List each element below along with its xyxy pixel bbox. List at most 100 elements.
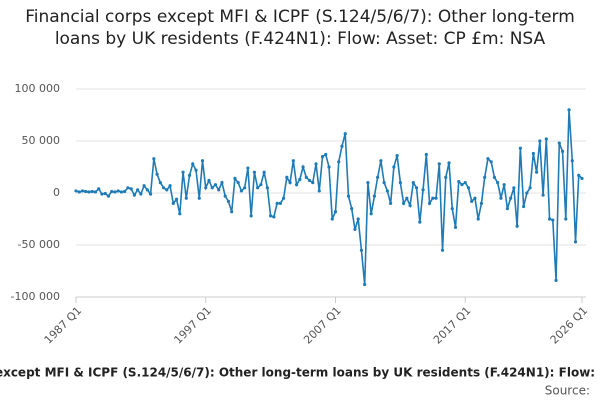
point [551,218,555,222]
x-tick-label: 1987 Q1 [42,304,85,347]
point [87,190,91,194]
point [113,190,117,194]
x-axis-label: except MFI & ICPF (S.124/5/6/7): Other l… [0,366,595,380]
point [158,181,162,185]
point [149,192,153,196]
point [230,210,234,214]
point [106,194,111,198]
point [77,190,81,194]
point [376,175,380,179]
point [200,159,205,163]
point [531,151,535,156]
point [502,183,506,187]
point [155,172,159,176]
point [560,149,565,153]
point [343,132,347,136]
point [171,201,175,205]
point [525,191,529,195]
point [97,187,101,191]
point [385,189,389,193]
point [74,189,78,193]
chart-title: Financial corps except MFI & ICPF (S.124… [25,7,575,49]
point [168,184,172,188]
point [564,217,568,221]
x-tick-label: 2007 Q1 [301,304,344,347]
point [356,217,360,221]
point [165,188,169,192]
point [184,196,188,200]
point [392,165,396,169]
point [431,196,435,200]
point [337,160,341,164]
point [518,146,522,150]
point [272,215,276,219]
point [239,189,244,193]
point [84,189,88,194]
point [340,144,344,148]
point [398,181,402,185]
point [187,173,192,177]
point [528,186,532,190]
point [359,248,364,252]
point [486,157,490,161]
point [434,196,438,200]
point [421,188,425,192]
point [479,201,484,205]
point [554,278,558,282]
point [145,188,149,192]
point [213,183,218,187]
point [129,187,133,191]
point [204,186,208,190]
point [123,189,127,194]
point [483,175,487,179]
point [285,175,289,179]
point [492,175,497,179]
point [567,108,571,112]
point [288,181,292,185]
x-tick-label: 1997 Q1 [171,304,214,347]
point [100,192,104,196]
point [327,165,331,169]
point [152,157,156,161]
series-line [75,109,583,285]
point [311,181,315,185]
source: Source: [545,384,590,398]
point [427,201,432,205]
point [301,165,305,169]
point [541,193,545,197]
point [246,166,250,170]
point [346,194,351,198]
point [512,186,516,190]
point [366,181,370,185]
point [353,227,357,231]
point [161,186,166,190]
point [80,189,85,193]
y-tick-label: 0 [53,186,60,199]
point [470,199,474,203]
point [534,170,539,174]
point [116,189,120,193]
x-tick-label: 2026 Q1 [548,304,591,347]
point [453,225,458,229]
point [191,162,195,166]
point [210,186,214,190]
point [220,181,224,185]
point [447,161,451,165]
point [466,186,471,190]
point [405,196,409,200]
point [382,181,386,185]
point [110,189,114,194]
point [269,214,273,218]
point [333,210,338,214]
point [320,155,325,159]
point [505,207,509,211]
point [243,186,247,190]
point [437,162,441,166]
point [90,189,94,194]
point [291,159,295,163]
point [103,191,107,196]
point [544,137,548,141]
point [350,207,354,211]
y-tick-label: 50 000 [22,134,61,147]
